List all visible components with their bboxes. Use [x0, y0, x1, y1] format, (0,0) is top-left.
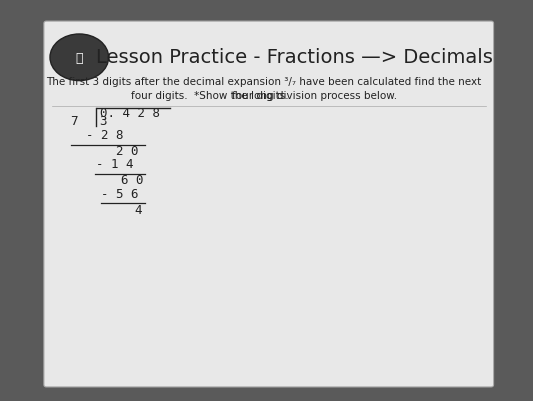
FancyBboxPatch shape — [44, 22, 494, 387]
Text: 3: 3 — [100, 115, 107, 128]
Text: - 5 6: - 5 6 — [101, 187, 139, 200]
Text: four digits.  *Show the long division process below.: four digits. *Show the long division pro… — [131, 91, 397, 100]
Text: - 1 4: - 1 4 — [96, 158, 133, 170]
Circle shape — [50, 35, 109, 81]
Text: 2 0: 2 0 — [116, 144, 139, 157]
Text: 🔊: 🔊 — [76, 52, 83, 65]
Text: - 2 8: - 2 8 — [86, 128, 123, 141]
Text: The first 3 digits after the decimal expansion ³/₇ have been calculated find the: The first 3 digits after the decimal exp… — [46, 77, 481, 87]
Text: four digits.: four digits. — [232, 91, 295, 100]
Text: 4: 4 — [135, 203, 142, 216]
Text: Lesson Practice - Fractions —> Decimals: Lesson Practice - Fractions —> Decimals — [95, 47, 492, 67]
Text: 7: 7 — [70, 115, 78, 128]
Text: 0. 4 2 8: 0. 4 2 8 — [100, 106, 159, 119]
Text: 6 0: 6 0 — [121, 174, 144, 186]
